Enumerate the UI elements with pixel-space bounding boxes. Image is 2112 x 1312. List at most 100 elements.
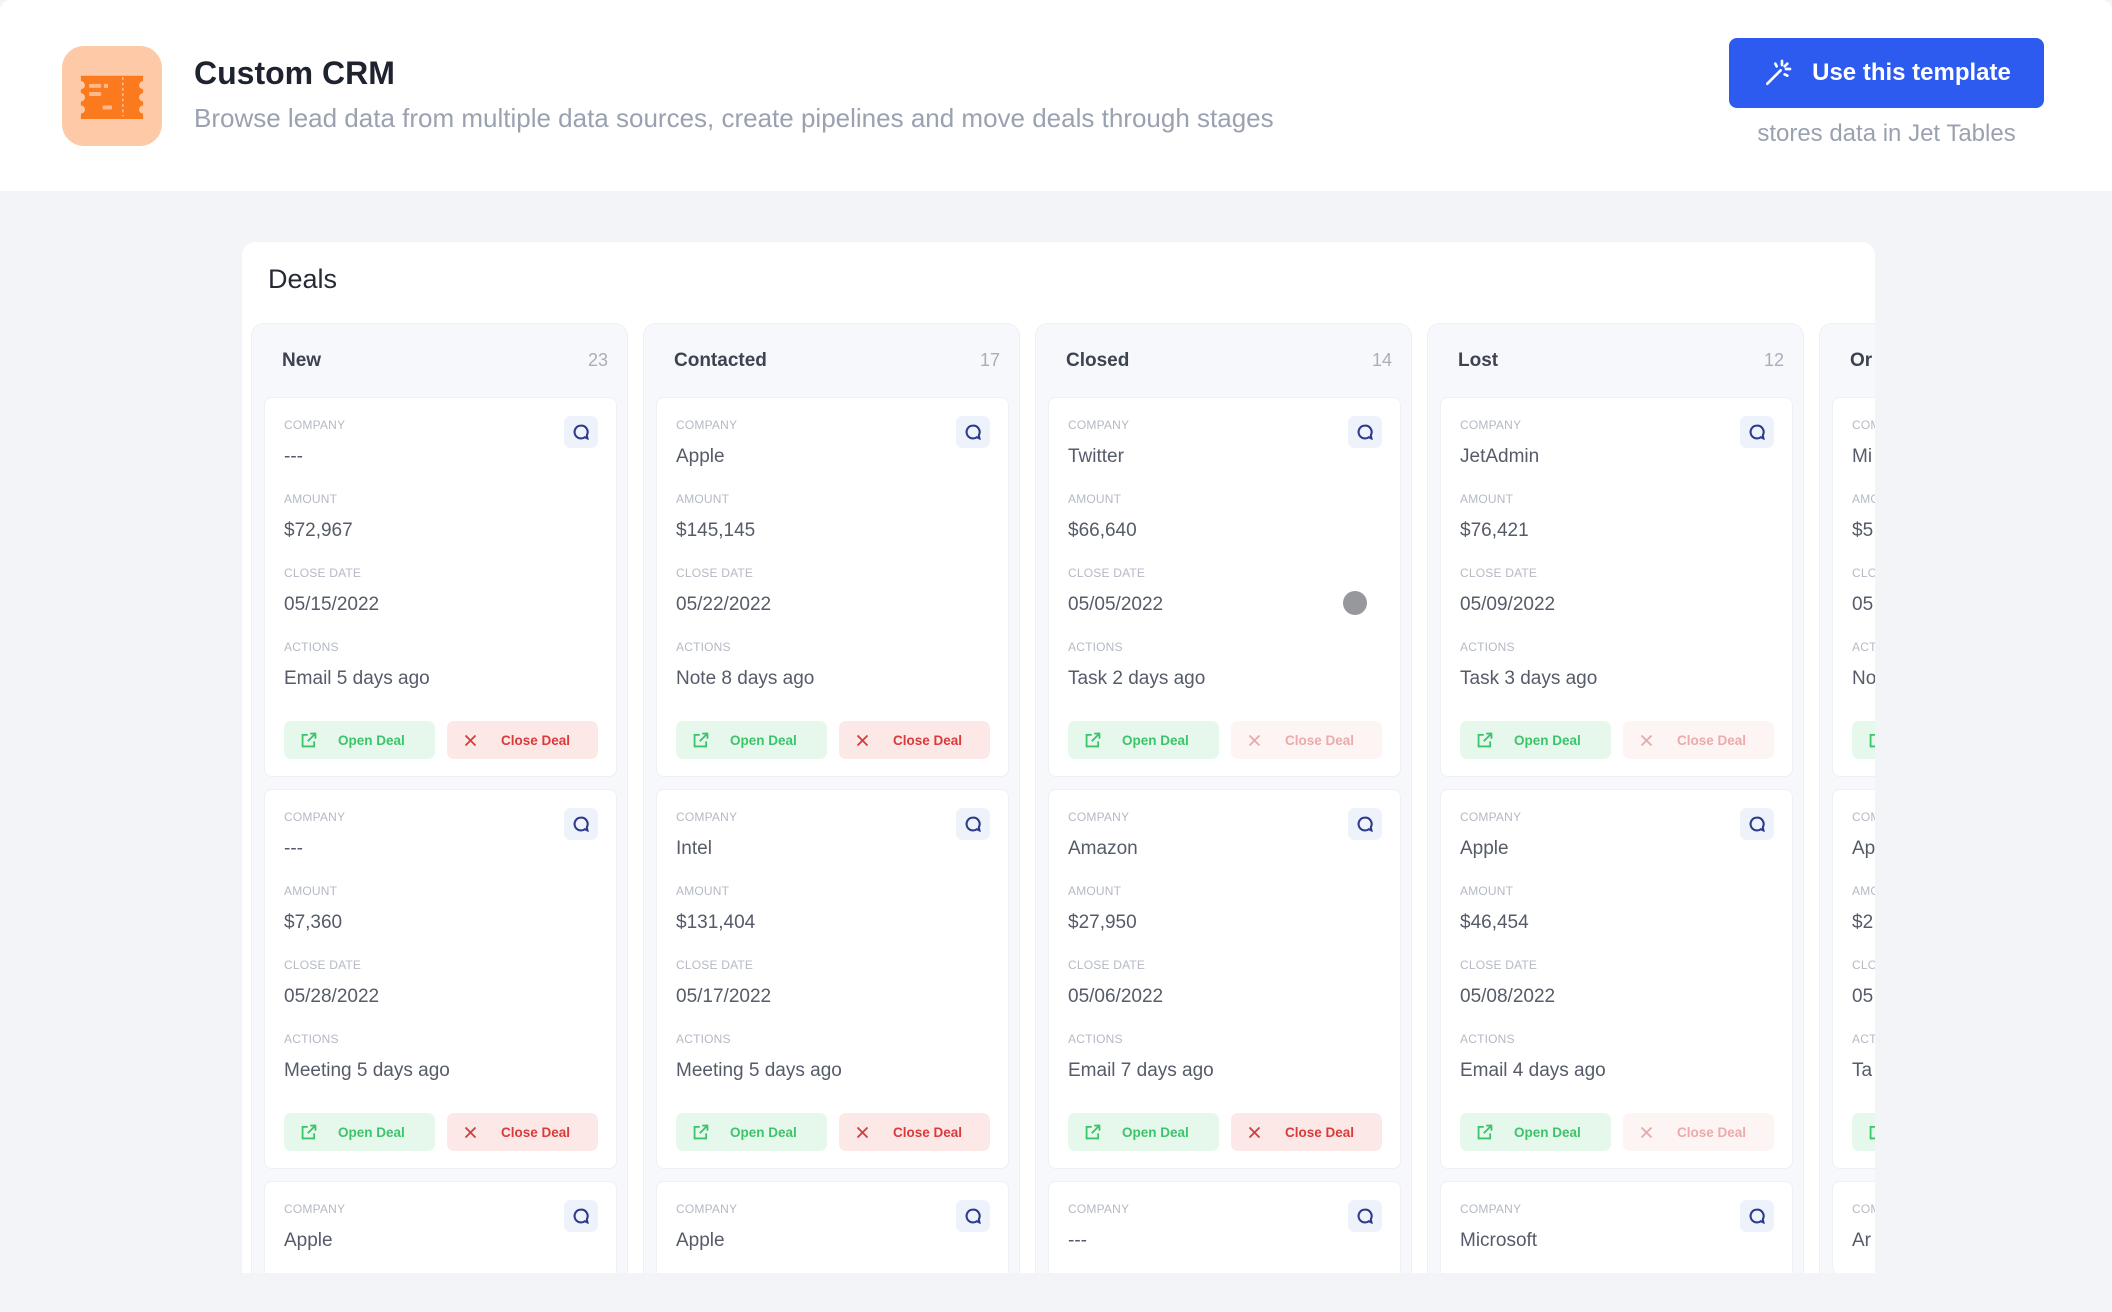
open-deal-button[interactable]: Open Deal [1460, 721, 1611, 759]
open-deal-button[interactable]: Open Deal [1068, 1113, 1219, 1151]
deal-card[interactable]: Company --- Amount $72,967 Close Date 05/… [264, 397, 617, 777]
comment-button[interactable] [564, 416, 598, 448]
pipeline-column: New 23 Company --- Amount $72,967 Close D… [251, 323, 628, 1273]
close-date-label: Close Date [676, 958, 754, 972]
open-deal-label: Open Deal [338, 1124, 405, 1140]
comment-button[interactable] [1348, 808, 1382, 840]
deal-card[interactable]: Company Microsoft [1440, 1181, 1793, 1273]
actions-value: Meeting 5 days ago [284, 1060, 450, 1081]
company-value: JetAdmin [1460, 446, 1540, 467]
comment-button[interactable] [1740, 1200, 1774, 1232]
comment-button[interactable] [564, 808, 598, 840]
close-date-value: 05/05/2022 [1068, 594, 1164, 615]
open-deal-button[interactable]: Open Deal [1852, 721, 1875, 759]
close-icon [463, 731, 481, 749]
comment-button[interactable] [1740, 808, 1774, 840]
actions-value: Task 2 days ago [1068, 668, 1206, 689]
amount-label: Amount [1068, 884, 1122, 898]
close-date-label: Close Date [1068, 566, 1146, 580]
amount-label: Amount [284, 884, 338, 898]
close-date-value: 05/09/2022 [1460, 594, 1556, 615]
close-deal-button[interactable]: Close Deal [1231, 1113, 1382, 1151]
use-template-label: Use this template [1812, 59, 2011, 86]
company-label: Company [676, 810, 738, 824]
actions-value: Email 7 days ago [1068, 1060, 1214, 1081]
external-link-icon [300, 731, 318, 749]
close-icon [1639, 1123, 1657, 1141]
close-icon [463, 1123, 481, 1141]
actions-value: No [1852, 668, 1875, 689]
deal-card[interactable]: Company Apple Amount $145,145 Close Date … [656, 397, 1009, 777]
close-deal-button[interactable]: Close Deal [839, 721, 990, 759]
amount-value: $2 [1852, 912, 1874, 933]
open-deal-button[interactable]: Open Deal [1460, 1113, 1611, 1151]
company-value: Apple [676, 446, 725, 467]
close-date-value: 05/06/2022 [1068, 986, 1164, 1007]
comment-button[interactable] [956, 1200, 990, 1232]
actions-value: Ta [1852, 1060, 1873, 1081]
actions-label: Actions [1460, 1032, 1515, 1046]
company-value: Twitter [1068, 446, 1124, 467]
company-label: Company [284, 1202, 346, 1216]
comment-button[interactable] [1348, 416, 1382, 448]
comment-button[interactable] [564, 1200, 598, 1232]
external-link-icon [692, 1123, 710, 1141]
deal-card[interactable]: Company --- Amount $7,360 Close Date 05/2… [264, 789, 617, 1169]
comment-button[interactable] [956, 416, 990, 448]
mouse-cursor [1343, 591, 1367, 615]
chat-icon [1356, 423, 1374, 441]
open-deal-label: Open Deal [1122, 732, 1189, 748]
actions-label: Actions [676, 640, 731, 654]
deal-card[interactable]: Company Apple [264, 1181, 617, 1273]
deal-card[interactable]: Company Ap Amount $2 Close Date 05 Action… [1832, 789, 1875, 1169]
close-date-value: 05/22/2022 [676, 594, 772, 615]
actions-value: Note 8 days ago [676, 668, 815, 689]
deal-card[interactable]: Company Apple [656, 1181, 1009, 1273]
close-date-label: Close Date [1460, 566, 1538, 580]
company-value: --- [284, 838, 303, 859]
actions-label: Actions [1852, 640, 1875, 654]
close-icon [855, 731, 873, 749]
company-value: Intel [676, 838, 712, 859]
close-date-label: Close Date [1852, 566, 1875, 580]
open-deal-button[interactable]: Open Deal [284, 721, 435, 759]
close-deal-button[interactable]: Close Deal [447, 721, 598, 759]
close-deal-button[interactable]: Close Deal [839, 1113, 990, 1151]
company-label: Company [1852, 418, 1875, 432]
deal-card[interactable]: Company Amazon Amount $27,950 Close Date … [1048, 789, 1401, 1169]
open-deal-button[interactable]: Open Deal [284, 1113, 435, 1151]
close-deal-button[interactable]: Close Deal [1231, 721, 1382, 759]
close-deal-button[interactable]: Close Deal [447, 1113, 598, 1151]
board-title: Deals [268, 264, 338, 294]
open-deal-label: Open Deal [338, 732, 405, 748]
comment-button[interactable] [1740, 416, 1774, 448]
amount-label: Amount [1852, 884, 1875, 898]
close-deal-button[interactable]: Close Deal [1623, 1113, 1774, 1151]
pipeline-column: Or Company Mi Amount $5 Close Date 05 Act… [1819, 323, 1875, 1273]
deal-card[interactable]: Company Twitter Amount $66,640 Close Date… [1048, 397, 1401, 777]
close-deal-button[interactable]: Close Deal [1623, 721, 1774, 759]
actions-value: Meeting 5 days ago [676, 1060, 842, 1081]
actions-label: Actions [1068, 1032, 1123, 1046]
open-deal-button[interactable]: Open Deal [1068, 721, 1219, 759]
deal-card[interactable]: Company Ar [1832, 1181, 1875, 1273]
use-template-button[interactable]: Use this template [1729, 38, 2044, 108]
comment-button[interactable] [956, 808, 990, 840]
open-deal-button[interactable]: Open Deal [676, 1113, 827, 1151]
deal-card[interactable]: Company Intel Amount $131,404 Close Date … [656, 789, 1009, 1169]
deal-card[interactable]: Company Apple Amount $46,454 Close Date 0… [1440, 789, 1793, 1169]
amount-label: Amount [1068, 492, 1122, 506]
deal-card[interactable]: Company Mi Amount $5 Close Date 05 Action… [1832, 397, 1875, 777]
open-deal-button[interactable]: Open Deal [1852, 1113, 1875, 1151]
amount-value: $66,640 [1068, 520, 1137, 541]
comment-button[interactable] [1348, 1200, 1382, 1232]
deal-card[interactable]: Company --- [1048, 1181, 1401, 1273]
actions-label: Actions [284, 640, 339, 654]
open-deal-button[interactable]: Open Deal [676, 721, 827, 759]
company-label: Company [676, 418, 738, 432]
close-icon [855, 1123, 873, 1141]
chat-icon [964, 1207, 982, 1225]
close-deal-label: Close Deal [1285, 732, 1355, 748]
deal-card[interactable]: Company JetAdmin Amount $76,421 Close Dat… [1440, 397, 1793, 777]
company-label: Company [1460, 810, 1522, 824]
